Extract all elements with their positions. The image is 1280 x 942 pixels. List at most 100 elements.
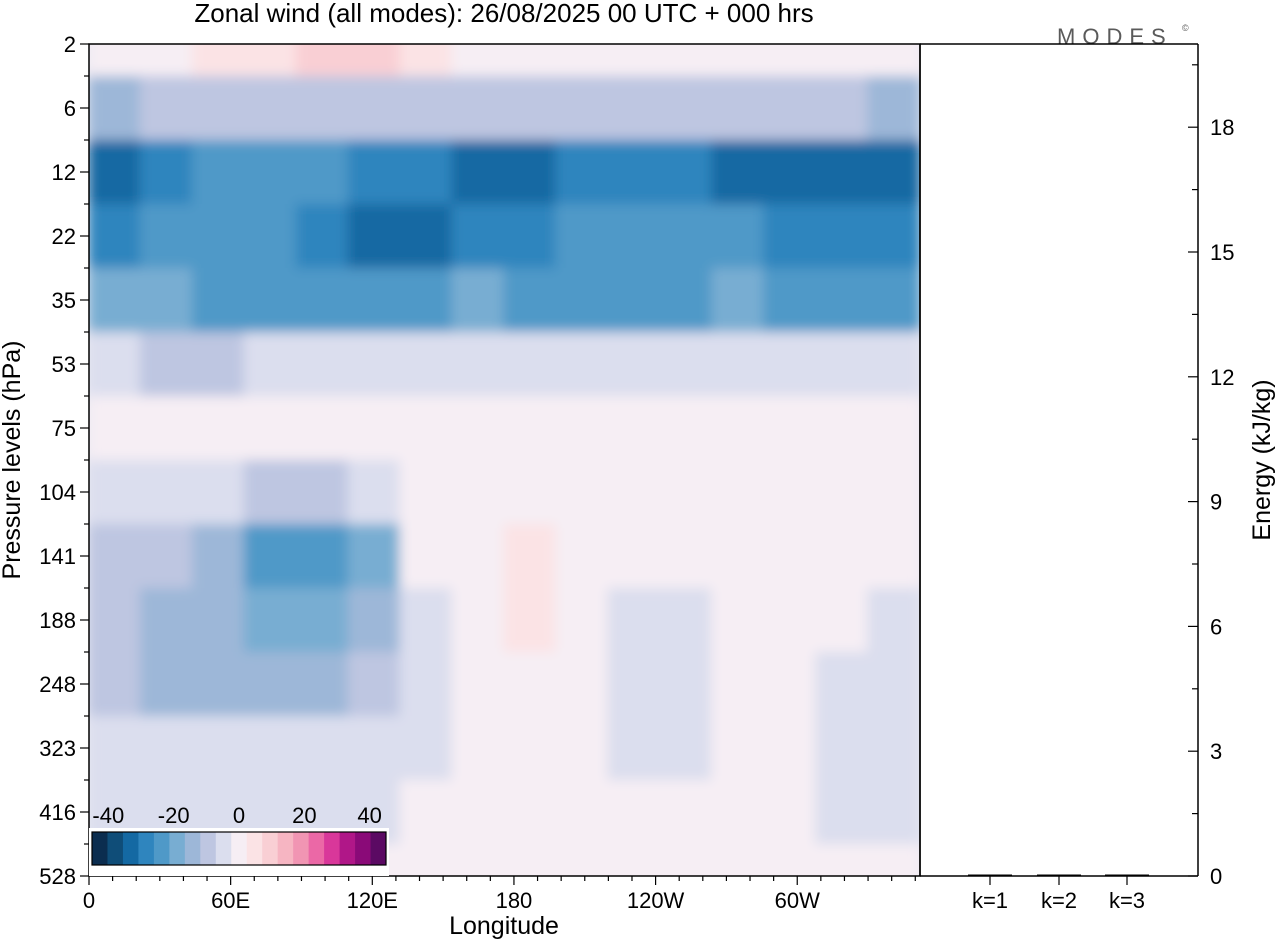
heatmap-cell: [451, 588, 506, 653]
heatmap-cell: [451, 332, 506, 397]
colorbar-swatch: [370, 832, 387, 865]
heatmap-cell: [711, 524, 766, 589]
heatmap-cell: [555, 524, 610, 589]
colorbar-swatch: [92, 832, 108, 865]
heatmap-cell: [659, 140, 714, 205]
modes-logo: MODES ©: [1057, 23, 1189, 49]
heatmap-cell: [659, 844, 714, 876]
heatmap-cell: [711, 652, 766, 717]
heatmap-cell: [867, 204, 920, 269]
x-axis-label: Longitude: [449, 912, 559, 940]
heatmap-cell: [711, 460, 766, 525]
heatmap-cell: [243, 76, 298, 141]
heatmap-cell: [451, 268, 506, 333]
zonal-wind-heatmap: [89, 44, 920, 876]
energy-tick-label: 12: [1210, 365, 1234, 390]
x-tick-label: 120E: [347, 888, 398, 913]
heatmap-cell: [503, 332, 558, 397]
heatmap-cell: [503, 204, 558, 269]
energy-tick-label: 15: [1210, 240, 1234, 265]
heatmap-cell: [243, 460, 298, 525]
colorbar-swatch: [169, 832, 186, 865]
heatmap-cell: [659, 716, 714, 781]
heatmap-cell: [503, 76, 558, 141]
heatmap-cell: [295, 588, 350, 653]
heatmap-cell: [139, 716, 194, 781]
heatmap-cell: [659, 780, 714, 845]
heatmap-cell: [191, 76, 246, 141]
heatmap-cell: [763, 460, 818, 525]
heatmap-cell: [399, 460, 454, 525]
heatmap-cell: [867, 524, 920, 589]
heatmap-cell: [89, 588, 142, 653]
heatmap-cell: [555, 652, 610, 717]
heatmap-cell: [139, 332, 194, 397]
heatmap-cell: [191, 588, 246, 653]
energy-tick-label: 18: [1210, 115, 1234, 140]
heatmap-cell: [243, 716, 298, 781]
heatmap-cell: [139, 268, 194, 333]
heatmap-cell: [295, 396, 350, 461]
logo-text: MODES: [1057, 24, 1173, 49]
energy-axis-label: Energy (kJ/kg): [1248, 379, 1276, 540]
heatmap-cell: [607, 652, 662, 717]
heatmap-cell: [243, 140, 298, 205]
heatmap-cell: [139, 140, 194, 205]
heatmap-cell: [451, 844, 506, 876]
heatmap-cell: [763, 76, 818, 141]
heatmap-cell: [867, 332, 920, 397]
heatmap-cell: [191, 268, 246, 333]
heatmap-cell: [503, 460, 558, 525]
colorbar-frame: [91, 831, 387, 866]
heatmap-cell: [139, 396, 194, 461]
heatmap-cell: [763, 396, 818, 461]
heatmap-cell: [139, 460, 194, 525]
heatmap-cell: [295, 332, 350, 397]
heatmap-cell: [503, 780, 558, 845]
energy-bar-panel: k=1 k=2 k=3 0 3 6 9 12 15 18: [919, 43, 1234, 913]
heatmap-cell: [659, 396, 714, 461]
heatmap-cell: [763, 652, 818, 717]
heatmap-cell: [867, 780, 920, 845]
heatmap-cell: [243, 204, 298, 269]
heatmap-cell: [607, 268, 662, 333]
heatmap-cell: [763, 332, 818, 397]
heatmap-cell: [503, 588, 558, 653]
colorbar-swatch: [277, 832, 294, 865]
heatmap-cell: [607, 460, 662, 525]
heatmap-cell: [867, 588, 920, 653]
heatmap-cell: [659, 204, 714, 269]
heatmap-cell: [555, 844, 610, 876]
heatmap-cell: [555, 332, 610, 397]
energy-tick-label: 0: [1210, 864, 1222, 889]
heatmap-cell: [243, 652, 298, 717]
heatmap-cell: [555, 460, 610, 525]
energy-category-label: k=2: [1041, 888, 1077, 913]
heatmap-cell: [711, 844, 766, 876]
colorbar-tick-label: -20: [158, 803, 190, 828]
heatmap-cell: [607, 844, 662, 876]
heatmap-cell: [555, 140, 610, 205]
heatmap-cell: [451, 44, 506, 77]
heatmap-cell: [711, 716, 766, 781]
heatmap-cell: [867, 460, 920, 525]
heatmap-cell: [191, 524, 246, 589]
colorbar-tick-label: -40: [92, 803, 124, 828]
heatmap-cell: [451, 652, 506, 717]
heatmap-cell: [763, 44, 818, 77]
heatmap-cell: [191, 44, 246, 77]
heatmap-cell: [347, 460, 402, 525]
heatmap-cell: [191, 332, 246, 397]
heatmap-cell: [399, 268, 454, 333]
heatmap-cell: [607, 396, 662, 461]
heatmap-cell: [347, 524, 402, 589]
heatmap-cell: [607, 140, 662, 205]
heatmap-cell: [399, 44, 454, 77]
heatmap-cell: [659, 76, 714, 141]
heatmap-cell: [763, 780, 818, 845]
x-tick-label: 120W: [627, 888, 685, 913]
heatmap-cell: [503, 844, 558, 876]
heatmap-cell: [763, 140, 818, 205]
y-tick-label: 416: [39, 800, 76, 825]
heatmap-cell: [451, 524, 506, 589]
